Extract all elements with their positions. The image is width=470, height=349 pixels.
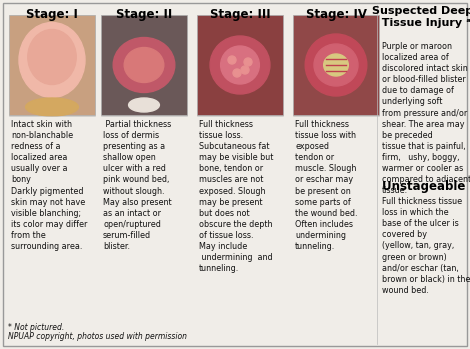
Ellipse shape — [324, 54, 348, 76]
Ellipse shape — [314, 44, 358, 86]
Text: Suspected Deep
  Tissue Injury ᵃ: Suspected Deep Tissue Injury ᵃ — [372, 6, 470, 28]
Text: Full thickness
tissue loss.
Subcutaneous fat
may be visible but
bone, tendon or
: Full thickness tissue loss. Subcutaneous… — [199, 120, 274, 273]
Bar — [9, 15, 95, 115]
Bar — [197, 15, 283, 115]
Text: Stage: III: Stage: III — [210, 8, 270, 21]
Bar — [293, 15, 379, 115]
Text: Stage: II: Stage: II — [116, 8, 172, 21]
Ellipse shape — [25, 98, 78, 116]
Bar — [101, 15, 187, 115]
Ellipse shape — [220, 46, 259, 84]
Circle shape — [244, 58, 252, 66]
Text: Stage: IV: Stage: IV — [306, 8, 367, 21]
Text: Stage: I: Stage: I — [26, 8, 78, 21]
Circle shape — [241, 66, 249, 74]
Ellipse shape — [210, 36, 270, 94]
Ellipse shape — [305, 34, 367, 96]
Text: Intact skin with
non-blanchable
redness of a
localized area
usually over a
bony
: Intact skin with non-blanchable redness … — [11, 120, 87, 251]
Text: * Not pictured.: * Not pictured. — [8, 323, 64, 332]
Ellipse shape — [124, 47, 164, 82]
Text: Partial thickness
loss of dermis
presenting as a
shallow open
ulcer with a red
p: Partial thickness loss of dermis present… — [103, 120, 172, 251]
Ellipse shape — [129, 98, 159, 112]
Ellipse shape — [28, 30, 76, 84]
Text: Purple or maroon
localized area of
discolored intact skin
or blood-filled bliste: Purple or maroon localized area of disco… — [382, 42, 470, 195]
Text: Full thickness tissue
loss in which the
base of the ulcer is
covered by
(yellow,: Full thickness tissue loss in which the … — [382, 197, 470, 295]
Circle shape — [233, 69, 241, 77]
Text: Unstageable ᵃ: Unstageable ᵃ — [382, 180, 470, 193]
Circle shape — [228, 56, 236, 64]
Ellipse shape — [113, 37, 175, 92]
Ellipse shape — [19, 22, 85, 97]
Text: Full thickness
tissue loss with
exposed
tendon or
muscle. Slough
or eschar may
b: Full thickness tissue loss with exposed … — [295, 120, 358, 251]
Text: NPUAP copyright, photos used with permission: NPUAP copyright, photos used with permis… — [8, 332, 187, 341]
